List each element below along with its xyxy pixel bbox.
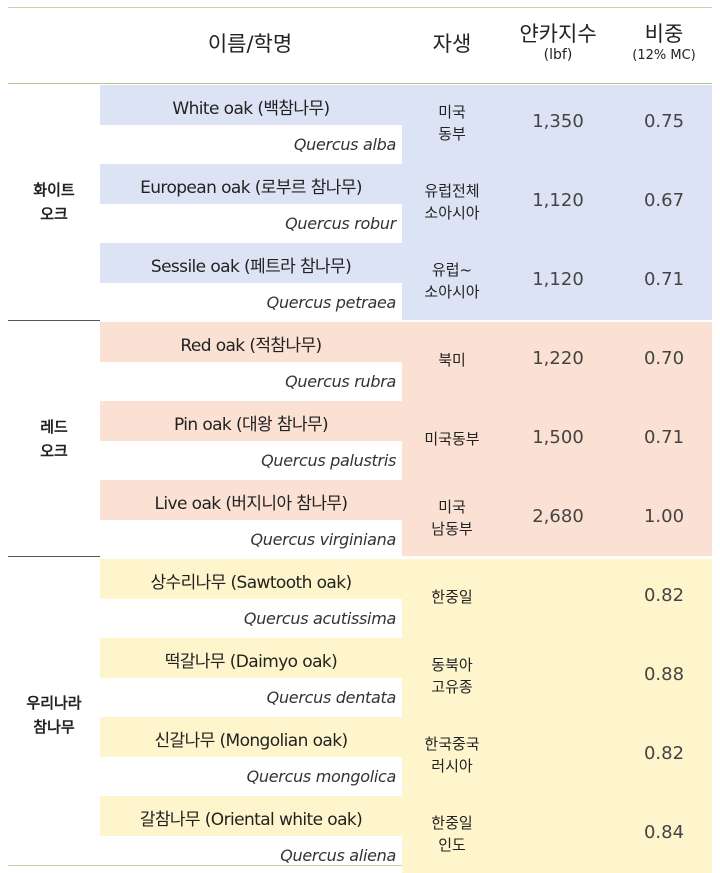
group-value-band [402, 559, 712, 873]
group-label-line2: 오크 [40, 441, 68, 460]
species-common-name: 신갈나무 (Mongolian oak) [154, 731, 349, 751]
native-region-line: 소아시아 [424, 203, 480, 222]
species-latin-name: Quercus dentata [266, 687, 397, 707]
native-region: 유럽~ 소아시아 [402, 259, 502, 303]
specific-gravity: 1.00 [643, 505, 685, 527]
native-region: 미국동부 [402, 428, 502, 450]
native-region-line: 북미 [438, 350, 466, 369]
specific-gravity: 0.71 [643, 268, 685, 290]
specific-gravity: 0.88 [643, 663, 685, 685]
native-region-line: 유럽전체 [424, 181, 480, 200]
native-region-line: 미국동부 [424, 429, 480, 448]
header-name: 이름/학명 [207, 32, 293, 56]
native-region-line: 미국 [438, 102, 466, 121]
group-separator-dark [8, 320, 100, 321]
native-region-line: 동부 [438, 124, 466, 143]
header-hardness-unit: (lbf) [543, 47, 573, 63]
species-common-name: 떡갈나무 (Daimyo oak) [164, 652, 338, 672]
header-density: 비중 [644, 22, 684, 46]
specific-gravity: 0.82 [643, 742, 685, 764]
row-name-band [100, 717, 402, 757]
species-common-name: Sessile oak (페트라 참나무) [150, 257, 352, 277]
native-region-line: 한중일 [431, 587, 473, 606]
header-native: 자생 [432, 32, 472, 56]
group-label-line2: 참나무 [33, 718, 75, 736]
native-region-line: 유럽~ [431, 260, 473, 279]
group-separator [100, 556, 712, 557]
species-common-name: White oak (백참나무) [172, 99, 330, 119]
row-name-band [100, 164, 402, 204]
row-name-band [100, 796, 402, 836]
native-region-line: 한중일 [431, 813, 473, 832]
group-separator-dark [8, 556, 100, 557]
native-region-line: 미국 [438, 497, 466, 516]
specific-gravity: 0.70 [643, 347, 685, 369]
header-density-unit: (12% MC) [632, 48, 696, 63]
species-common-name: Pin oak (대왕 참나무) [173, 415, 329, 435]
species-latin-name: Quercus palustris [261, 450, 396, 470]
native-region-line: 한국중국 [424, 734, 480, 753]
native-region-line: 소아시아 [424, 282, 480, 301]
specific-gravity: 0.82 [643, 584, 685, 606]
row-name-band [100, 480, 402, 520]
native-region: 북미 [402, 349, 502, 371]
janka-hardness: 2,680 [532, 505, 584, 527]
janka-hardness: 1,220 [532, 347, 584, 369]
species-latin-name: Quercus rubra [285, 371, 396, 391]
species-common-name: 갈참나무 (Oriental white oak) [139, 810, 363, 830]
janka-hardness: 1,350 [532, 110, 584, 132]
species-latin-name: Quercus petraea [266, 292, 397, 312]
species-common-name: 상수리나무 (Sawtooth oak) [150, 573, 353, 593]
native-region-line: 인도 [438, 835, 466, 854]
janka-hardness: 1,500 [532, 426, 584, 448]
species-common-name: European oak (로부르 참나무) [140, 178, 362, 198]
group-label-line1: 화이트 [33, 180, 75, 199]
janka-hardness: 1,120 [532, 189, 584, 211]
row-name-band [100, 559, 402, 599]
row-name-band [100, 243, 402, 283]
species-latin-name: Quercus robur [285, 213, 396, 233]
species-latin-name: Quercus virginiana [250, 529, 396, 549]
species-common-name: Red oak (적참나무) [180, 336, 322, 356]
group-label-line1: 우리나라 [26, 694, 82, 712]
group-value-band [402, 322, 712, 557]
native-region-line: 고유종 [431, 677, 473, 696]
row-name-band [100, 401, 402, 441]
row-name-band [100, 322, 402, 362]
specific-gravity: 0.84 [643, 821, 685, 843]
species-latin-name: Quercus aliena [280, 845, 396, 865]
table-top-border [8, 7, 712, 8]
species-common-name: Live oak (버지니아 참나무) [154, 494, 349, 514]
specific-gravity: 0.75 [643, 110, 685, 132]
native-region-line: 러시아 [431, 756, 473, 775]
species-latin-name: Quercus acutissima [243, 608, 396, 628]
species-latin-name: Quercus mongolica [246, 766, 397, 786]
native-region-line: 남동부 [431, 519, 473, 538]
header-bottom-border [8, 83, 712, 84]
row-name-band [100, 638, 402, 678]
group-label-line2: 오크 [40, 204, 68, 223]
group-label-line1: 레드 [40, 417, 68, 436]
species-latin-name: Quercus alba [293, 134, 396, 154]
specific-gravity: 0.71 [643, 426, 685, 448]
janka-hardness: 1,120 [532, 268, 584, 290]
native-region: 한중일 [402, 586, 502, 608]
row-name-band [100, 85, 402, 125]
table-bottom-border [8, 865, 712, 866]
native-region-line: 동북아 [431, 655, 473, 674]
group-value-band [402, 85, 712, 320]
header-hardness: 얀카지수 [519, 22, 597, 46]
group-separator [100, 320, 712, 321]
specific-gravity: 0.67 [643, 189, 685, 211]
